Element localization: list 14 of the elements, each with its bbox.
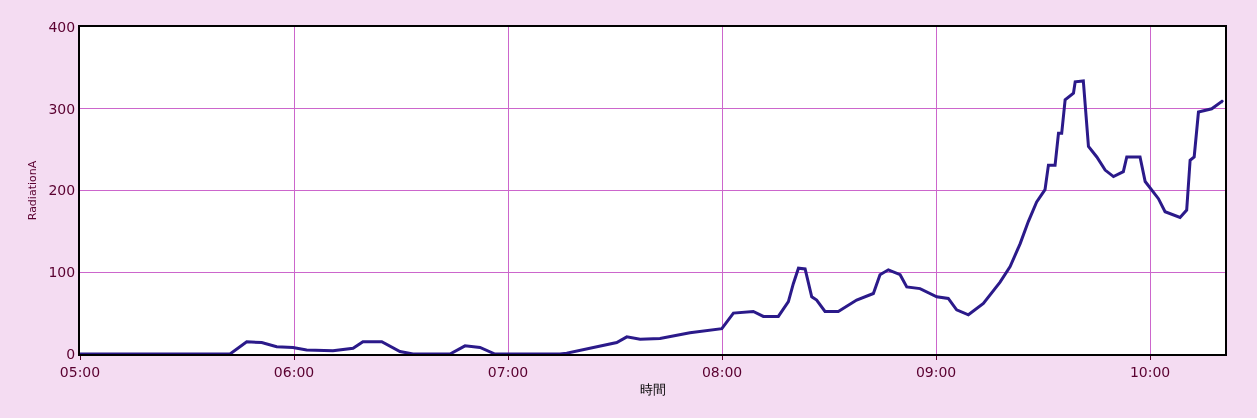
x-tick-label: 07:00 [487, 363, 529, 380]
x-tick-label: 10:00 [1129, 363, 1171, 380]
x-axis-title: 時間 [639, 381, 666, 397]
y-tick-label: 0 [66, 345, 76, 362]
line-series [80, 79, 1225, 354]
y-tick-label: 300 [48, 100, 76, 117]
y-tick-label: 200 [48, 182, 76, 199]
x-tick-label: 06:00 [273, 363, 315, 380]
x-tick-label: 05:00 [59, 363, 101, 380]
y-axis-title: RadiationA [25, 160, 39, 221]
y-tick-label: 100 [48, 264, 76, 281]
x-tick-label: 08:00 [701, 363, 743, 380]
y-tick-label: 400 [48, 18, 76, 35]
x-tick-label: 09:00 [915, 363, 957, 380]
